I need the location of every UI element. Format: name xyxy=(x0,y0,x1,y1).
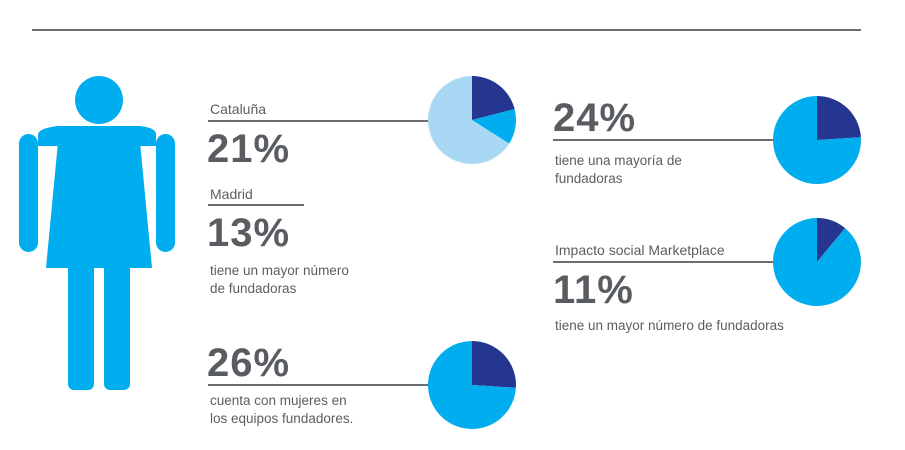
impacto-desc: tiene un mayor número de fundadoras xyxy=(555,318,784,333)
impacto-slice-0 xyxy=(817,218,846,262)
madrid-value: 13% xyxy=(207,211,291,255)
impacto-rule xyxy=(553,261,777,263)
impacto-value: 11% xyxy=(553,268,634,312)
mayoria-desc: tiene una mayoría de fundadoras xyxy=(555,153,682,186)
cataluna-value: 21% xyxy=(207,127,291,171)
cataluna-rule xyxy=(208,120,430,122)
equipos-desc: cuenta con mujeres en los equipos fundad… xyxy=(210,393,354,426)
impacto-slice-1 xyxy=(773,218,861,306)
equipos-slice-0 xyxy=(472,341,516,388)
cataluna-madrid-slice-2 xyxy=(428,76,510,165)
cataluna-madrid-slice-0 xyxy=(472,76,515,120)
cataluna-madrid-slice-1 xyxy=(472,109,517,144)
equipos-slice-1 xyxy=(427,341,516,429)
mayoria-slice-0 xyxy=(817,96,861,140)
madrid-label: Madrid xyxy=(210,186,253,202)
equipos-value: 26% xyxy=(207,341,291,385)
woman-figure-icon xyxy=(19,76,175,390)
impacto-label: Impacto social Marketplace xyxy=(555,242,725,258)
mayoria-slice-1 xyxy=(773,96,861,184)
top-divider xyxy=(32,29,861,31)
mayoria-value: 24% xyxy=(553,96,637,140)
mayoria-rule xyxy=(553,139,777,141)
equipos-rule xyxy=(208,384,430,386)
madrid-desc: tiene un mayor número de fundadoras xyxy=(210,263,349,296)
cataluna-label: Cataluña xyxy=(210,101,267,117)
madrid-rule xyxy=(208,204,304,206)
